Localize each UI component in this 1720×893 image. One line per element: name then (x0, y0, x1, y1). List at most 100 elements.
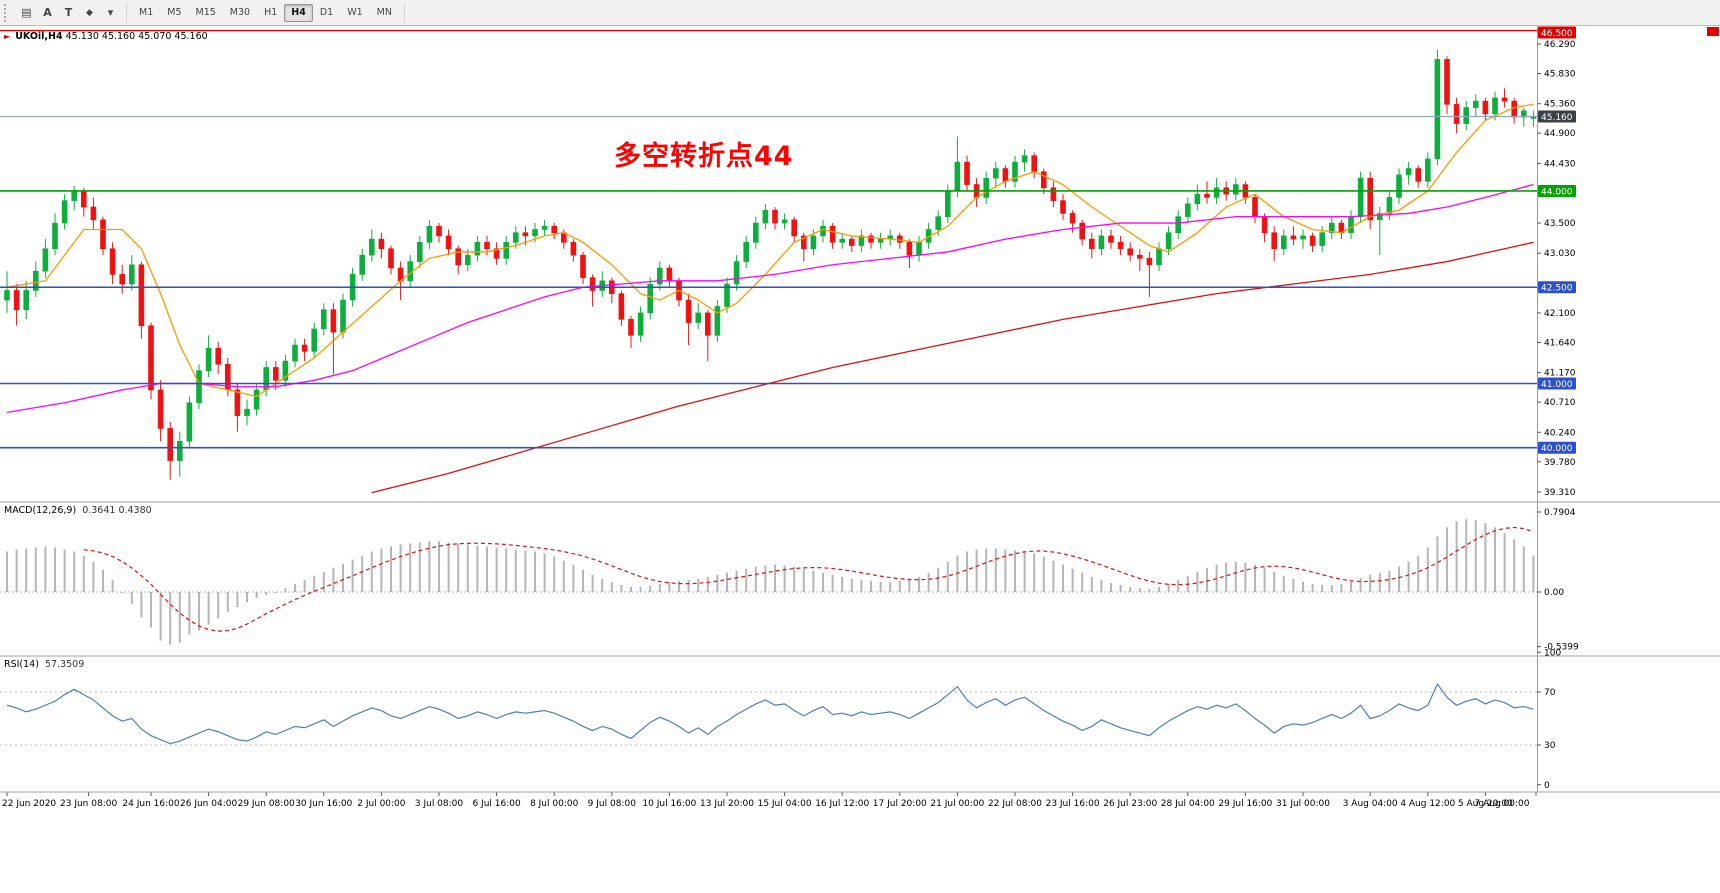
svg-text:44.900: 44.900 (1544, 129, 1576, 139)
price-badge-42.500 (1538, 281, 1576, 294)
shapes-button[interactable]: ◆ (79, 3, 100, 23)
svg-text:29 Jul 16:00: 29 Jul 16:00 (1218, 799, 1272, 809)
svg-text:45.360: 45.360 (1544, 100, 1576, 110)
charts-grid-icon: ▤ (21, 6, 32, 19)
svg-text:41.170: 41.170 (1544, 369, 1576, 379)
svg-text:0.7904: 0.7904 (1544, 508, 1576, 518)
svg-text:0: 0 (1544, 781, 1550, 791)
charts-grid-button[interactable]: ▤ (16, 3, 37, 23)
svg-text:10 Jul 16:00: 10 Jul 16:00 (642, 799, 696, 809)
price-chart-layer (0, 29, 1537, 494)
shapes-dropdown-button[interactable]: ▾ (100, 3, 121, 23)
symbol-icon: ► (4, 32, 11, 41)
text-frame-button[interactable]: T (58, 3, 79, 23)
svg-text:13 Jul 20:00: 13 Jul 20:00 (700, 799, 754, 809)
price-badge-46.500 (1538, 26, 1576, 39)
svg-text:46.500: 46.500 (1541, 29, 1573, 39)
svg-text:40.000: 40.000 (1541, 444, 1573, 454)
svg-text:43.500: 43.500 (1544, 219, 1576, 229)
rsi-line (6, 682, 1534, 745)
price-badge-41.000 (1538, 377, 1576, 390)
svg-text:4 Aug 12:00: 4 Aug 12:00 (1400, 799, 1455, 809)
svg-text:6 Jul 16:00: 6 Jul 16:00 (472, 799, 521, 809)
macd-panel (0, 519, 1537, 645)
ma-slow-line (371, 241, 1534, 494)
rsi-value: 57.3509 (44, 659, 85, 670)
macd-label: MACD(12,26,9) 0.3641 0.4380 (4, 505, 152, 516)
svg-text:7 Aug 00:00: 7 Aug 00:00 (1475, 799, 1530, 809)
svg-text:39.780: 39.780 (1544, 458, 1576, 468)
chart-canvas[interactable]: 46.290 45.830 45.360 44.900 44.430 43.500 43.0… (0, 26, 1720, 893)
toolbar: ▤ A T ◆ ▾ M1 M5 M15 M30 H1 H4 D1 W1 MN (0, 0, 1720, 26)
text-annotation-button[interactable]: A (37, 3, 58, 23)
svg-text:41.640: 41.640 (1544, 338, 1576, 348)
time-axis[interactable]: 22 Jun 2020 23 Jun 08:00 24 Jun 16:00 26 Ju… (2, 792, 1537, 809)
rsi-panel (0, 682, 1537, 746)
svg-text:70: 70 (1544, 688, 1556, 698)
svg-text:31 Jul 00:00: 31 Jul 00:00 (1276, 799, 1330, 809)
svg-text:39.310: 39.310 (1544, 488, 1576, 498)
timeframe-h1-button[interactable]: H1 (257, 4, 284, 22)
toolbar-separator (403, 2, 405, 23)
svg-text:26 Jul 23:00: 26 Jul 23:00 (1103, 799, 1157, 809)
toolbar-grip[interactable] (4, 3, 12, 22)
svg-text:44.000: 44.000 (1541, 187, 1573, 197)
svg-text:3 Aug 04:00: 3 Aug 04:00 (1343, 799, 1398, 809)
rsi-label: RSI(14) 57.3509 (4, 659, 84, 670)
chart-svg[interactable]: 46.290 45.830 45.360 44.900 44.430 43.500 43.0… (0, 26, 1720, 893)
shapes-icon: ◆ (86, 7, 93, 18)
macd-values: 0.3641 0.4380 (82, 505, 152, 516)
ma-mid-line (6, 183, 1534, 414)
svg-text:15 Jul 04:00: 15 Jul 04:00 (758, 799, 812, 809)
svg-text:30 Jun 16:00: 30 Jun 16:00 (295, 799, 352, 809)
toolbar-separator (126, 2, 127, 23)
price-axis[interactable]: 46.290 45.830 45.360 44.900 44.430 43.500 43.0… (1537, 26, 1719, 792)
symbol-ohlc-values: 45.130 45.160 45.070 45.160 (65, 31, 208, 42)
svg-text:46.290: 46.290 (1544, 40, 1576, 50)
svg-text:8 Jul 00:00: 8 Jul 00:00 (530, 799, 579, 809)
timeframe-m1-button[interactable]: M1 (132, 4, 160, 22)
svg-text:26 Jun 04:00: 26 Jun 04:00 (180, 799, 237, 809)
svg-text:16 Jul 12:00: 16 Jul 12:00 (815, 799, 869, 809)
svg-text:40.240: 40.240 (1544, 428, 1576, 438)
svg-text:42.100: 42.100 (1544, 309, 1576, 319)
svg-text:17 Jul 20:00: 17 Jul 20:00 (873, 799, 927, 809)
svg-text:41.000: 41.000 (1541, 380, 1573, 390)
svg-text:29 Jun 08:00: 29 Jun 08:00 (238, 799, 295, 809)
timeframe-m15-button[interactable]: M15 (189, 4, 223, 22)
drawing-tools-group: ▤ A T ◆ ▾ (16, 3, 121, 23)
svg-text:28 Jul 04:00: 28 Jul 04:00 (1161, 799, 1215, 809)
timeframe-m30-button[interactable]: M30 (223, 4, 257, 22)
timeframe-h4-button[interactable]: H4 (284, 3, 313, 22)
svg-text:21 Jul 00:00: 21 Jul 00:00 (930, 799, 984, 809)
ma-fast-line (6, 103, 1534, 398)
svg-text:0.00: 0.00 (1544, 588, 1564, 598)
chart-annotation-text[interactable]: 多空转折点44 (614, 141, 794, 172)
svg-text:2 Jul 00:00: 2 Jul 00:00 (357, 799, 406, 809)
price-badge-45.160 (1538, 110, 1576, 123)
svg-text:22 Jul 08:00: 22 Jul 08:00 (988, 799, 1042, 809)
timeframe-mn-button[interactable]: MN (370, 4, 399, 22)
symbol-name: UKOil,H4 (15, 31, 63, 42)
timeframe-m5-button[interactable]: M5 (160, 4, 188, 22)
timeframe-w1-button[interactable]: W1 (340, 4, 369, 22)
svg-text:24 Jun 16:00: 24 Jun 16:00 (122, 799, 179, 809)
svg-text:30: 30 (1544, 741, 1556, 751)
svg-text:45.830: 45.830 (1544, 70, 1576, 80)
svg-text:44.430: 44.430 (1544, 159, 1576, 169)
svg-text:45.160: 45.160 (1541, 113, 1573, 123)
svg-text:40.710: 40.710 (1544, 398, 1576, 408)
shapes-dropdown-icon: ▾ (107, 6, 114, 19)
svg-text:22 Jun 2020: 22 Jun 2020 (2, 799, 56, 809)
svg-text:9 Jul 08:00: 9 Jul 08:00 (588, 799, 637, 809)
text-frame-icon: T (64, 6, 73, 19)
svg-text:42.500: 42.500 (1541, 284, 1573, 294)
macd-title: MACD(12,26,9) (4, 505, 77, 516)
timeframe-d1-button[interactable]: D1 (313, 4, 340, 22)
svg-text:-0.5399: -0.5399 (1544, 643, 1579, 653)
rsi-title: RSI(14) (4, 659, 39, 670)
timeframes-group: M1 M5 M15 M30 H1 H4 D1 W1 MN (132, 3, 399, 22)
svg-text:5 Aug 20:00: 5 Aug 20:00 (1458, 799, 1513, 809)
svg-text:23 Jul 16:00: 23 Jul 16:00 (1046, 799, 1100, 809)
